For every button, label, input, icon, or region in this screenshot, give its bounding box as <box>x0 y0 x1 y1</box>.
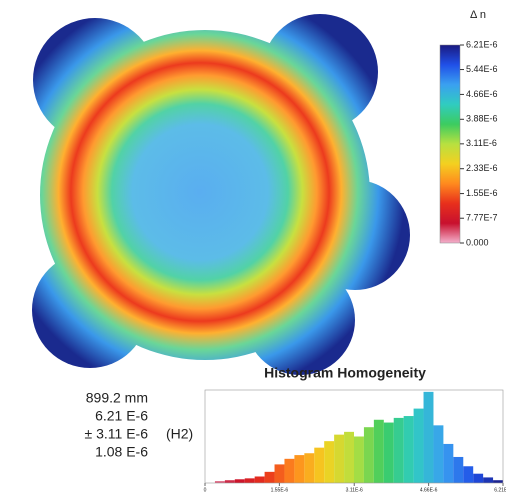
histogram-bar <box>224 480 235 483</box>
histogram-bar <box>334 434 345 483</box>
stat-rms: 1.08 E-6 <box>95 444 148 460</box>
histogram-bar <box>453 456 464 483</box>
histogram-bar <box>363 427 374 483</box>
histogram-bar <box>234 479 245 483</box>
colorbar-tick-label: 3.88E-6 <box>466 114 498 124</box>
histogram-bar <box>254 476 265 483</box>
colorbar-tick-label: 4.66E-6 <box>466 89 498 99</box>
colorbar-tick-label: 6.21E-6 <box>466 39 498 49</box>
histogram-bar <box>274 464 285 483</box>
histogram-bar <box>354 436 364 483</box>
histogram-bar <box>443 443 454 483</box>
colorbar-tick-label: 3.11E-6 <box>466 138 497 148</box>
histogram-bar <box>493 480 503 483</box>
x-tick-label: 4.66E-6 <box>420 487 438 493</box>
stat-pv: 6.21 E-6 <box>95 408 148 424</box>
histogram-bar <box>284 458 295 483</box>
histogram-bar <box>264 471 275 483</box>
histogram-bar <box>344 431 354 483</box>
histogram-bar <box>314 447 325 483</box>
histogram-bar <box>423 391 434 483</box>
histogram-bar <box>403 416 414 483</box>
colorbar-tick-label: 7.77E-7 <box>466 213 498 223</box>
histogram-bar <box>473 473 484 483</box>
histogram-bar <box>383 422 394 483</box>
histogram-bar <box>413 408 424 483</box>
stat-range: ± 3.11 E-6 <box>85 426 149 442</box>
histogram-bar <box>304 453 315 483</box>
x-tick-label: 3.11E-6 <box>346 487 363 493</box>
x-tick-label: 6.21E-6 <box>494 487 506 493</box>
colorbar-tick-label: 0.000 <box>466 237 489 247</box>
x-tick-label: 1.55E-6 <box>271 487 289 493</box>
histogram-bar <box>433 425 444 483</box>
colorbar-title: Δ n <box>470 9 486 21</box>
stat-class: (H2) <box>166 426 193 442</box>
histogram-bar <box>214 481 225 483</box>
histogram-title: Histogram Homogeneity <box>264 365 426 381</box>
histogram-bar <box>244 478 255 483</box>
homogeneity-map <box>32 14 410 375</box>
colorbar <box>439 44 461 244</box>
histogram-bar <box>324 441 335 483</box>
histogram-bar <box>294 455 305 483</box>
colorbar-tick-label: 2.33E-6 <box>466 163 498 173</box>
colorbar-tick-label: 5.44E-6 <box>466 64 498 74</box>
stat-diameter: 899.2 mm <box>86 390 148 406</box>
histogram-bar <box>463 466 474 483</box>
histogram-bar <box>483 477 494 483</box>
histogram-bar <box>373 419 384 483</box>
histogram-bar <box>393 417 404 483</box>
x-tick-label: 0 <box>204 487 207 493</box>
colorbar-tick-label: 1.55E-6 <box>466 188 498 198</box>
